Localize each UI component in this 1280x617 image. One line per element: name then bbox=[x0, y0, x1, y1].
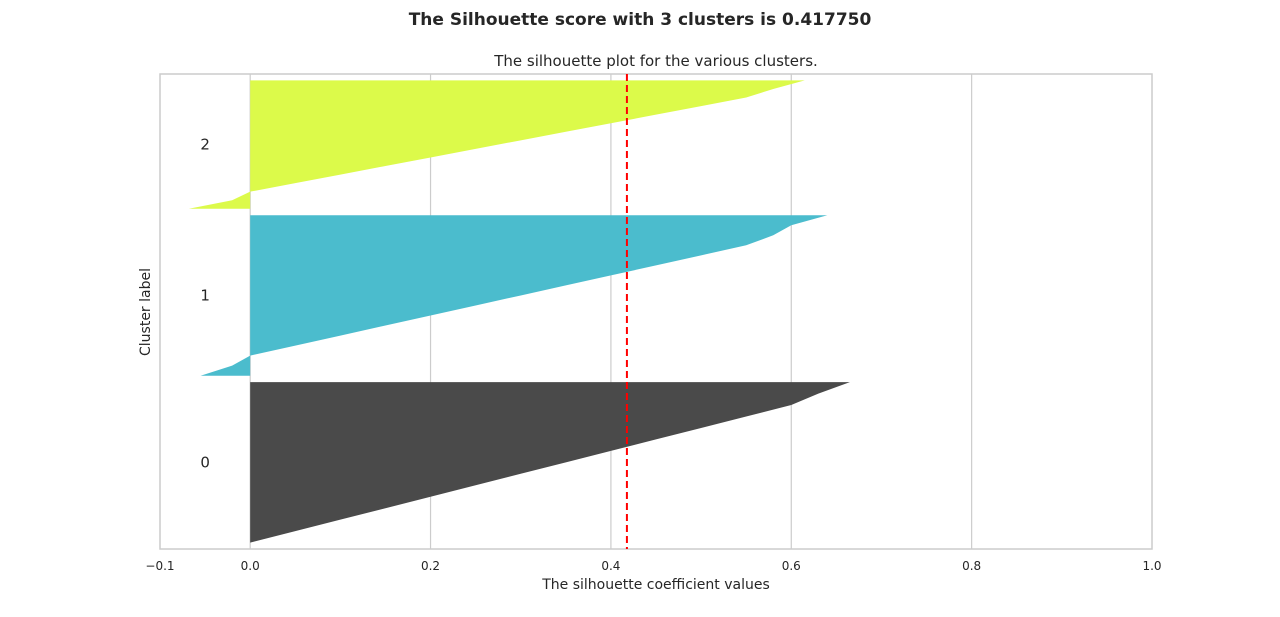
cluster-labels: 0 1 2 bbox=[200, 136, 210, 472]
cluster-label-0: 0 bbox=[200, 453, 210, 471]
cluster-label-1: 1 bbox=[200, 286, 210, 304]
silhouette-band-cluster-0 bbox=[250, 382, 850, 543]
silhouette-band-cluster-2 bbox=[188, 80, 805, 209]
x-tick-label: 0.2 bbox=[421, 559, 440, 573]
silhouette-clusters bbox=[188, 80, 850, 543]
x-axis-label: The silhouette coefficient values bbox=[541, 577, 770, 593]
x-tick-label: 1.0 bbox=[1142, 559, 1161, 573]
x-tick-label: 0.0 bbox=[241, 559, 260, 573]
chart-title: The silhouette plot for the various clus… bbox=[493, 52, 818, 70]
cluster-label-2: 2 bbox=[200, 136, 210, 154]
x-tick-label: 0.6 bbox=[782, 559, 801, 573]
silhouette-band-cluster-1 bbox=[200, 215, 828, 376]
x-tick-label: −0.1 bbox=[145, 559, 174, 573]
y-axis-label: Cluster label bbox=[138, 268, 154, 356]
x-axis-ticks: −0.1 0.0 0.2 0.4 0.6 0.8 1.0 bbox=[145, 559, 1161, 573]
x-tick-label: 0.8 bbox=[962, 559, 981, 573]
x-tick-label: 0.4 bbox=[601, 559, 620, 573]
figure-suptitle: The Silhouette score with 3 clusters is … bbox=[409, 10, 872, 30]
